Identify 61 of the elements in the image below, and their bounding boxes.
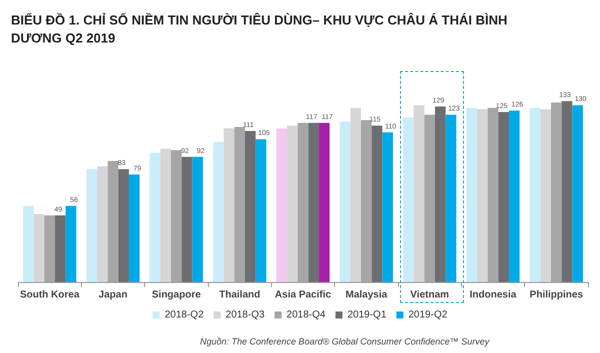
bar xyxy=(298,122,308,282)
bar xyxy=(466,108,478,282)
bar xyxy=(403,117,414,282)
bar xyxy=(551,102,562,282)
legend-label: 2018-Q2 xyxy=(164,310,204,320)
bar xyxy=(434,106,446,282)
bar xyxy=(540,109,552,282)
bar xyxy=(128,174,140,282)
x-tick-label: Thailand xyxy=(219,290,260,300)
bar xyxy=(287,126,298,282)
bar xyxy=(224,128,234,282)
bar xyxy=(508,110,520,282)
bar xyxy=(97,166,108,282)
bar xyxy=(256,139,266,282)
bar xyxy=(66,206,76,282)
legend-label: 2019-Q2 xyxy=(408,310,448,320)
x-tick-label: Indonesia xyxy=(470,290,517,300)
bar xyxy=(318,122,330,282)
bar xyxy=(108,160,118,282)
bar xyxy=(414,105,424,282)
bar xyxy=(562,101,572,282)
bar xyxy=(171,150,182,282)
legend-label: 2019-Q1 xyxy=(347,310,387,320)
bar xyxy=(213,142,224,282)
bar xyxy=(530,108,540,282)
bar xyxy=(477,109,488,282)
bar xyxy=(276,128,288,282)
legend-label: 2018-Q4 xyxy=(286,310,326,320)
bar xyxy=(424,114,435,282)
bar xyxy=(182,156,192,282)
legend-label: 2018-Q3 xyxy=(226,310,265,320)
bar xyxy=(234,126,245,282)
bar xyxy=(308,122,319,282)
bar xyxy=(34,214,44,282)
bar xyxy=(23,206,34,282)
bar xyxy=(44,215,55,282)
x-tick-label: Philippines xyxy=(530,290,584,300)
bar xyxy=(160,148,172,282)
x-tick-label: Asia Pacific xyxy=(274,290,332,300)
bar xyxy=(118,169,129,282)
x-tick-label: Vietnam xyxy=(410,290,450,300)
x-tick-label: South Korea xyxy=(20,290,80,300)
bar xyxy=(350,108,362,282)
bar xyxy=(86,169,98,282)
bar xyxy=(572,105,583,282)
x-tick-label: Malaysia xyxy=(345,290,388,300)
bar xyxy=(54,215,66,282)
bar xyxy=(382,132,393,282)
x-tick-label: Japan xyxy=(98,290,128,300)
text: Nguồn: The Conference Board® Global Consumer Confidence™ Survey xyxy=(200,336,490,346)
x-tick-label: Singapore xyxy=(152,290,202,300)
bar xyxy=(488,108,498,282)
bar xyxy=(150,152,160,282)
bar xyxy=(244,131,256,282)
bar xyxy=(361,120,372,282)
bar xyxy=(340,122,350,282)
chart-title: BIỂU ĐỒ 1. CHỈ SỐ NIỀM TIN NGƯỜI TIÊU DÙNG– KHU VỰC CHÂU Á THÁI BÌNH DƯƠNG Q2 2019 xyxy=(11,12,511,46)
bar xyxy=(446,114,456,282)
bar xyxy=(498,112,509,282)
bar xyxy=(192,156,203,282)
bar xyxy=(372,126,382,282)
